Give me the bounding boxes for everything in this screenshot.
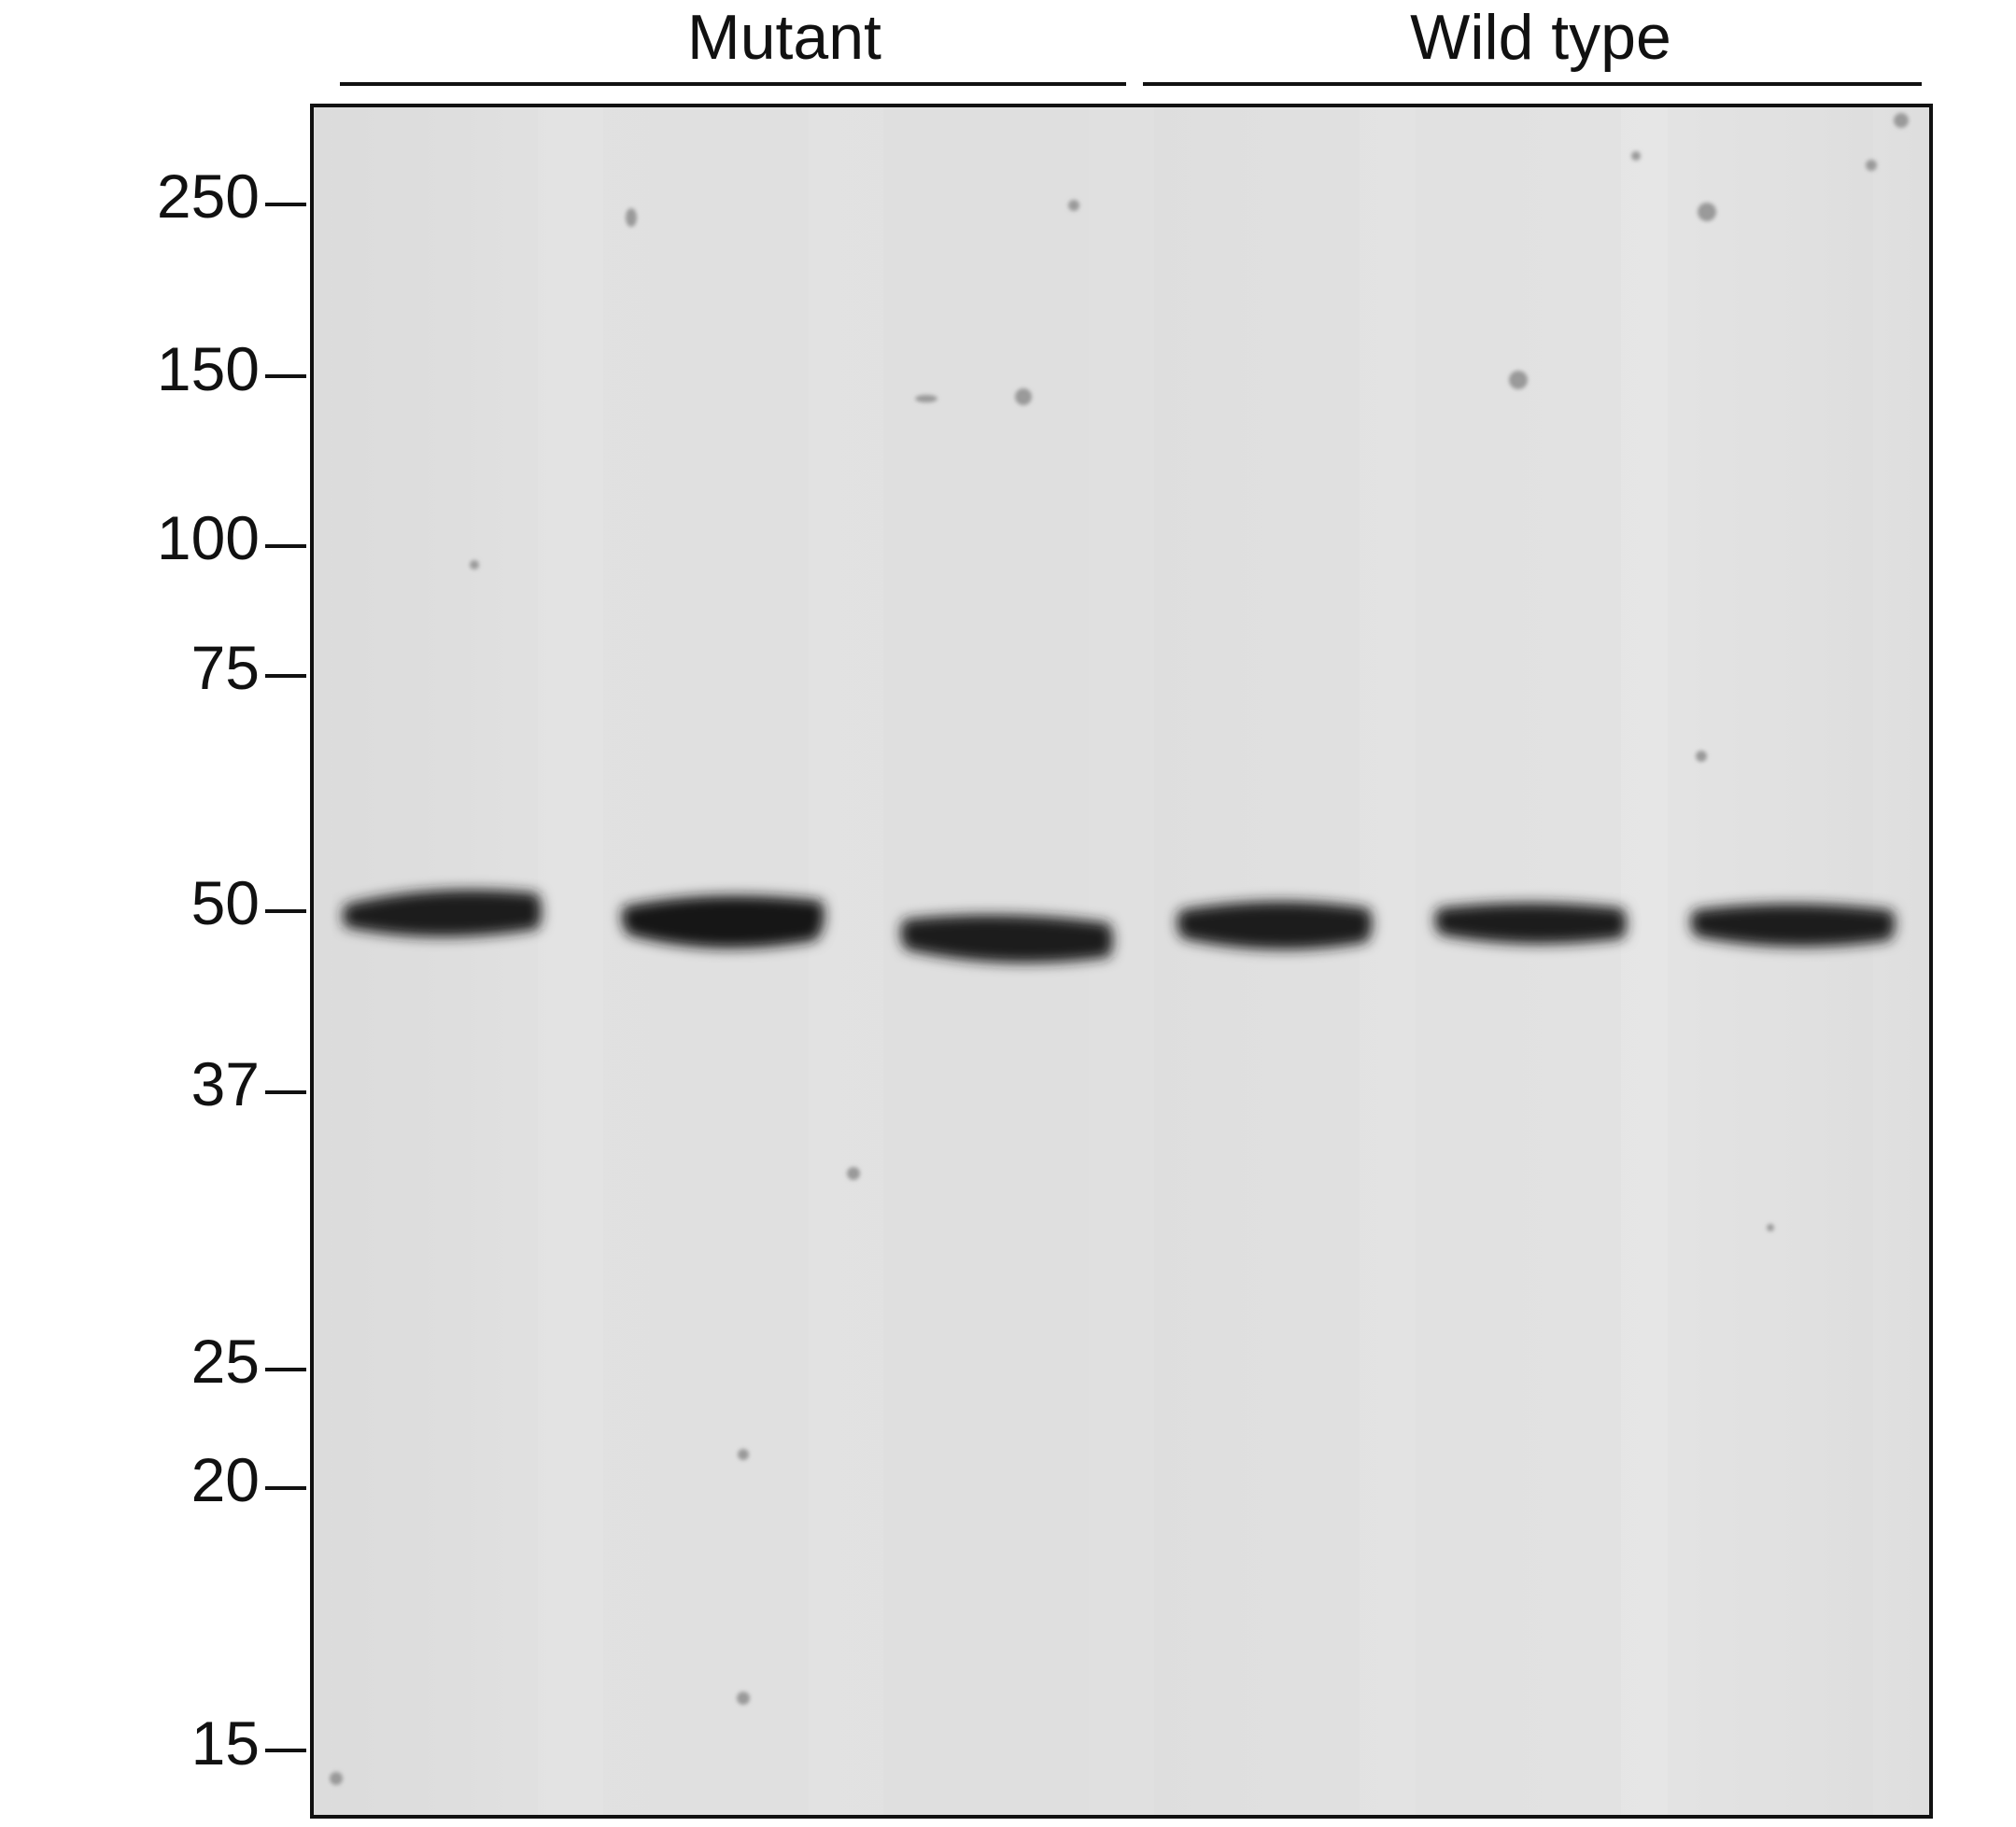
marker-tick-15 — [265, 1749, 306, 1752]
marker-tick-250 — [265, 203, 306, 206]
lane-streak — [332, 107, 538, 1815]
marker-tick-50 — [265, 909, 306, 913]
band-lane-1 — [343, 890, 542, 937]
band-lane-2 — [621, 895, 825, 949]
band-lane-5 — [1434, 903, 1627, 945]
marker-label-50: 50 — [190, 868, 260, 937]
group-line-mutant — [340, 82, 1126, 86]
lane-streak — [1416, 107, 1621, 1815]
marker-label-15: 15 — [190, 1708, 260, 1778]
band-lane-4 — [1177, 901, 1373, 950]
band-lane-6 — [1690, 904, 1896, 948]
marker-label-150: 150 — [156, 334, 260, 403]
marker-tick-20 — [265, 1486, 306, 1490]
marker-tick-100 — [265, 544, 306, 548]
marker-label-37: 37 — [190, 1049, 260, 1118]
lane-streak — [1668, 107, 1873, 1815]
group-line-wild-type — [1143, 82, 1922, 86]
marker-tick-25 — [265, 1368, 306, 1371]
gel-image — [330, 107, 1909, 1815]
band-lane-3 — [900, 914, 1113, 963]
marker-label-20: 20 — [190, 1445, 260, 1514]
marker-label-25: 25 — [190, 1327, 260, 1396]
marker-label-100: 100 — [156, 503, 260, 572]
marker-tick-150 — [265, 374, 306, 378]
gel-specks — [330, 113, 1909, 1785]
lane-streak — [603, 107, 809, 1815]
lane-streak — [1154, 107, 1360, 1815]
marker-tick-37 — [265, 1090, 306, 1094]
group-label-mutant: Mutant — [687, 2, 881, 73]
gel-panel — [310, 104, 1933, 1819]
marker-label-250: 250 — [156, 162, 260, 231]
group-label-wild-type: Wild type — [1410, 2, 1671, 73]
marker-label-75: 75 — [190, 633, 260, 702]
marker-tick-75 — [265, 674, 306, 678]
